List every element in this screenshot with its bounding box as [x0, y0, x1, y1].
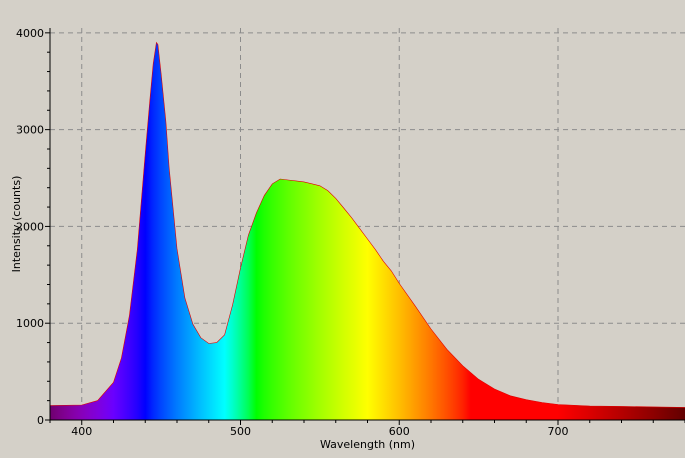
y-tick-label: 3000	[16, 124, 44, 137]
y-tick-label: 4000	[16, 27, 44, 40]
x-tick-label: 400	[71, 425, 92, 438]
x-tick-label: 700	[548, 425, 569, 438]
y-axis-label: Intensity (counts)	[10, 176, 23, 273]
x-tick-label: 500	[230, 425, 251, 438]
x-axis-label: Wavelength (nm)	[320, 438, 415, 451]
y-tick-label: 1000	[16, 317, 44, 330]
x-axis-ticks: 400 500 600 700	[49, 420, 685, 438]
spectrum-area	[50, 42, 685, 420]
spectrum-outline	[50, 41, 685, 408]
x-tick-label: 600	[389, 425, 410, 438]
y-axis-ticks: 0 1000 2000 3000 4000	[16, 27, 50, 427]
y-tick-label: 0	[37, 414, 44, 427]
y-tick-label: 2000	[16, 220, 44, 233]
